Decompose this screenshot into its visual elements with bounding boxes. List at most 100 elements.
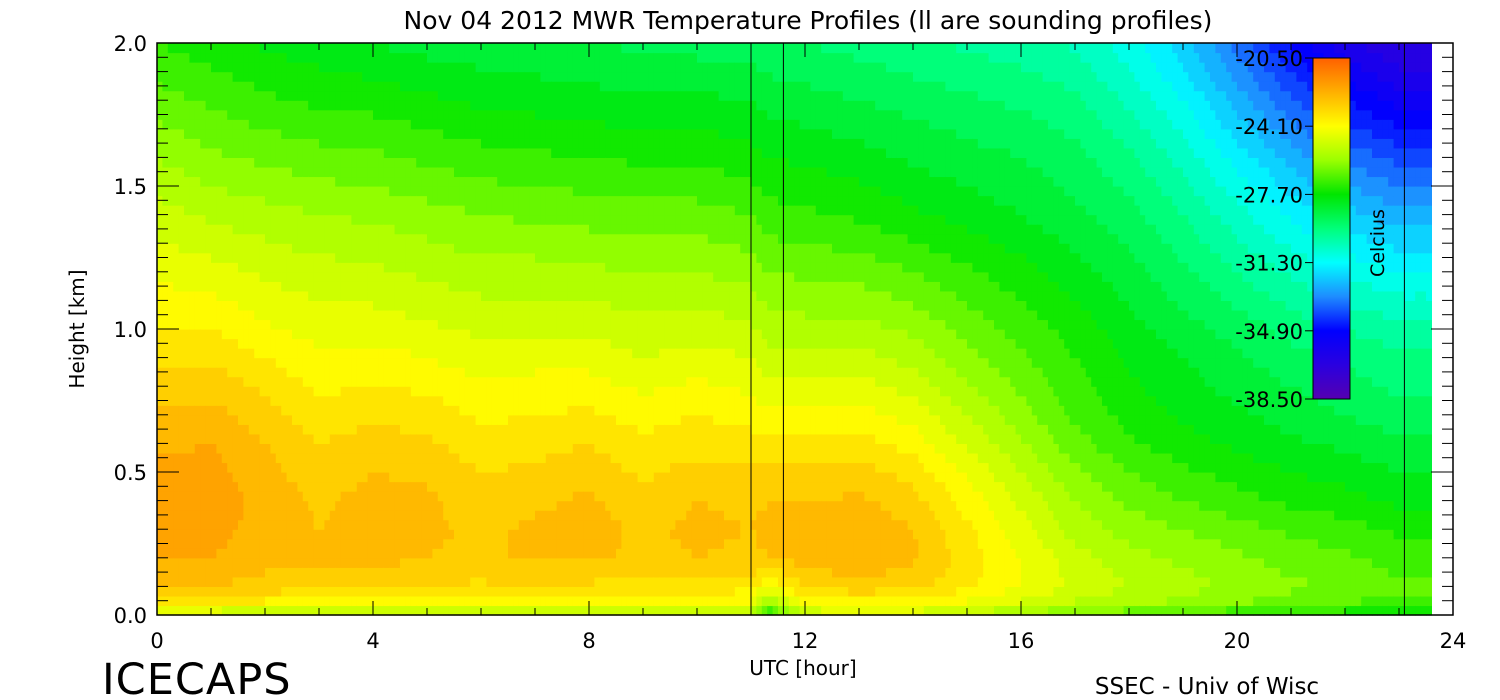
heatmap-cell <box>389 214 396 225</box>
heatmap-cell <box>486 452 493 464</box>
heatmap-cell <box>383 548 390 559</box>
heatmap-cell <box>416 510 423 521</box>
heatmap-cell <box>211 586 217 597</box>
heatmap-cell <box>481 462 487 473</box>
heatmap-cell <box>162 233 169 244</box>
heatmap-cell <box>454 376 460 387</box>
heatmap-cell <box>578 214 585 225</box>
heatmap-cell <box>605 538 612 549</box>
heatmap-cell <box>378 414 385 425</box>
heatmap-cell <box>265 195 271 206</box>
heatmap-cell <box>211 319 217 330</box>
heatmap-cell <box>265 586 271 597</box>
heatmap-cell <box>421 338 428 349</box>
heatmap-cell <box>443 81 450 92</box>
heatmap-cell <box>378 491 385 502</box>
heatmap-cell <box>205 452 212 464</box>
heatmap-cell <box>567 424 574 435</box>
heatmap-cell <box>335 100 342 111</box>
heatmap-cell <box>416 214 423 225</box>
heatmap-cell <box>205 52 212 63</box>
heatmap-cell <box>389 128 396 139</box>
heatmap-cell <box>394 500 401 511</box>
heatmap-cell <box>313 481 320 492</box>
heatmap-cell <box>508 414 514 425</box>
heatmap-cell <box>583 100 590 111</box>
heatmap-cell <box>319 329 325 340</box>
heatmap-cell <box>324 395 331 406</box>
heatmap-cell <box>383 290 390 301</box>
heatmap-cell <box>464 519 471 530</box>
heatmap-cell <box>211 157 217 168</box>
heatmap-cell <box>378 605 385 616</box>
heatmap-cell <box>329 262 336 273</box>
heatmap-cell <box>572 386 579 397</box>
heatmap-cell <box>173 252 180 263</box>
heatmap-cell <box>464 252 471 263</box>
heatmap-cell <box>302 205 309 216</box>
heatmap-cell <box>567 538 574 549</box>
heatmap-cell <box>238 548 244 559</box>
heatmap-cell <box>259 433 266 444</box>
heatmap-cell <box>373 586 379 597</box>
heatmap-cell <box>578 224 585 235</box>
heatmap-cell <box>243 62 250 73</box>
heatmap-cell <box>572 519 579 530</box>
heatmap-cell <box>443 233 450 244</box>
heatmap-cell <box>475 243 482 254</box>
heatmap-cell <box>205 567 212 578</box>
heatmap-cell <box>173 262 180 273</box>
heatmap-cell <box>265 90 271 101</box>
heatmap-cell <box>599 243 606 254</box>
heatmap-cell <box>254 472 261 483</box>
heatmap-cell <box>232 300 239 311</box>
heatmap-cell <box>292 271 298 282</box>
heatmap-cell <box>200 605 207 616</box>
heatmap-cell <box>400 224 406 235</box>
heatmap-cell <box>540 119 547 130</box>
heatmap-cell <box>286 319 293 330</box>
heatmap-cell <box>335 119 342 130</box>
heatmap-cell <box>189 90 196 101</box>
heatmap-cell <box>513 395 520 406</box>
heatmap-cell <box>400 491 406 502</box>
heatmap-cell <box>513 166 520 178</box>
heatmap-cell <box>497 481 504 492</box>
heatmap-cell <box>248 386 255 397</box>
heatmap-cell <box>248 119 255 130</box>
heatmap-cell <box>362 157 369 168</box>
heatmap-cell <box>270 510 277 521</box>
heatmap-cell <box>502 90 509 101</box>
heatmap-cell <box>454 605 460 616</box>
heatmap-cell <box>194 290 201 301</box>
heatmap-cell <box>394 576 401 587</box>
heatmap-cell <box>346 290 352 301</box>
heatmap-cell <box>491 395 498 406</box>
heatmap-cell <box>205 100 212 111</box>
heatmap-cell <box>319 262 325 273</box>
heatmap-cell <box>259 567 266 578</box>
heatmap-cell <box>486 224 493 235</box>
heatmap-cell <box>254 100 261 111</box>
heatmap-cell <box>410 262 417 273</box>
heatmap-cell <box>448 433 455 444</box>
heatmap-cell <box>513 595 520 607</box>
heatmap-cell <box>540 52 547 63</box>
heatmap-cell <box>216 348 223 359</box>
heatmap-cell <box>502 367 509 378</box>
heatmap-cell <box>470 81 477 92</box>
heatmap-cell <box>189 491 196 502</box>
heatmap-cell <box>421 233 428 244</box>
heatmap-cell <box>470 214 477 225</box>
heatmap-cell <box>221 367 228 378</box>
heatmap-cell <box>367 195 374 206</box>
heatmap-cell <box>167 90 174 101</box>
heatmap-cell <box>248 43 255 54</box>
heatmap-cell <box>362 491 369 502</box>
heatmap-cell <box>545 567 552 578</box>
heatmap-cell <box>529 424 536 435</box>
heatmap-cell <box>605 462 612 473</box>
heatmap-cell <box>508 481 514 492</box>
heatmap-cell <box>389 348 396 359</box>
heatmap-cell <box>189 319 196 330</box>
